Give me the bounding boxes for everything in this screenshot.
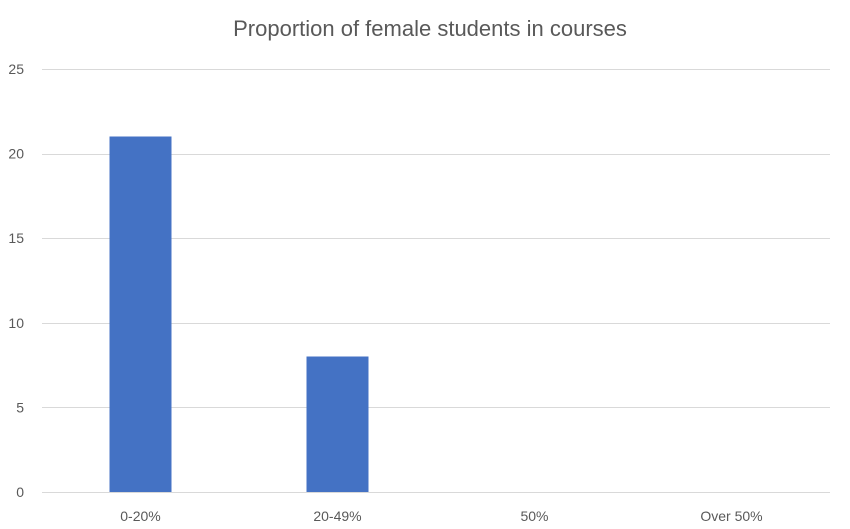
x-tick-label: Over 50% — [700, 508, 762, 524]
y-tick-label: 25 — [8, 61, 24, 77]
x-axis-ticks: 0-20% 20-49% 50% Over 50% — [120, 508, 762, 524]
y-tick-label: 5 — [16, 399, 24, 415]
y-tick-label: 20 — [8, 146, 24, 162]
y-tick-label: 0 — [16, 484, 24, 500]
bar-20-49 — [306, 356, 369, 492]
bar-0-20 — [109, 136, 172, 492]
x-tick-label: 50% — [520, 508, 548, 524]
bars — [109, 136, 369, 492]
chart-title: Proportion of female students in courses — [233, 16, 627, 41]
y-tick-label: 10 — [8, 315, 24, 331]
x-tick-label: 0-20% — [120, 508, 160, 524]
y-axis-ticks: 0 5 10 15 20 25 — [8, 61, 24, 500]
x-tick-label: 20-49% — [313, 508, 361, 524]
y-tick-label: 15 — [8, 230, 24, 246]
gridlines — [42, 69, 830, 493]
